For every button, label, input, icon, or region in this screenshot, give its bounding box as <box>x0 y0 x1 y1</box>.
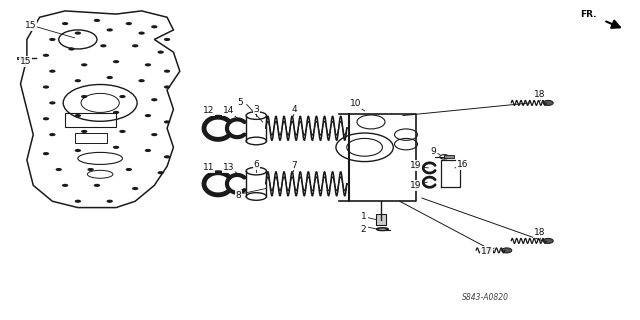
Bar <box>17 57 25 59</box>
Text: 2: 2 <box>360 225 366 234</box>
Circle shape <box>106 76 113 79</box>
Circle shape <box>151 98 157 101</box>
Circle shape <box>68 47 75 51</box>
Text: 11: 11 <box>203 163 214 172</box>
Text: 15: 15 <box>25 21 36 30</box>
Text: 17: 17 <box>481 247 493 256</box>
Circle shape <box>151 25 157 28</box>
Text: 5: 5 <box>237 98 243 107</box>
Circle shape <box>100 44 106 47</box>
Text: 19: 19 <box>410 161 421 170</box>
Text: FR.: FR. <box>580 10 596 19</box>
Circle shape <box>157 171 164 174</box>
Circle shape <box>81 130 88 133</box>
Circle shape <box>138 32 145 35</box>
Circle shape <box>151 133 157 136</box>
Circle shape <box>145 114 151 117</box>
Text: 6: 6 <box>253 160 259 169</box>
Bar <box>376 214 386 225</box>
Circle shape <box>75 149 81 152</box>
Text: 19: 19 <box>410 181 421 190</box>
Circle shape <box>94 184 100 187</box>
Circle shape <box>138 79 145 82</box>
Text: 4: 4 <box>292 105 298 114</box>
Circle shape <box>43 85 49 89</box>
Circle shape <box>145 149 151 152</box>
Circle shape <box>164 69 170 73</box>
Text: 3: 3 <box>253 105 259 114</box>
Circle shape <box>62 184 68 187</box>
Text: 1: 1 <box>360 212 366 221</box>
Circle shape <box>113 60 119 63</box>
Circle shape <box>43 117 49 120</box>
Text: 8: 8 <box>236 191 241 200</box>
Circle shape <box>75 114 81 117</box>
Text: 16: 16 <box>457 160 468 169</box>
Text: 7: 7 <box>292 161 298 170</box>
Circle shape <box>164 155 170 158</box>
Circle shape <box>88 168 94 171</box>
Circle shape <box>157 51 164 54</box>
Circle shape <box>125 22 132 25</box>
Circle shape <box>75 79 81 82</box>
Circle shape <box>113 146 119 149</box>
Circle shape <box>145 63 151 67</box>
Text: 18: 18 <box>534 90 545 99</box>
Circle shape <box>132 187 138 190</box>
Circle shape <box>81 63 88 67</box>
Circle shape <box>75 200 81 203</box>
Circle shape <box>56 168 62 171</box>
Circle shape <box>132 44 138 47</box>
Circle shape <box>49 38 56 41</box>
Circle shape <box>119 130 125 133</box>
Text: 10: 10 <box>350 99 362 108</box>
Circle shape <box>125 168 132 171</box>
Text: S843-A0820: S843-A0820 <box>462 293 509 302</box>
Circle shape <box>113 111 119 114</box>
Circle shape <box>106 28 113 32</box>
Circle shape <box>75 32 81 35</box>
Circle shape <box>43 54 49 57</box>
Circle shape <box>62 22 68 25</box>
Text: 18: 18 <box>534 228 545 237</box>
Text: 13: 13 <box>223 163 234 172</box>
Circle shape <box>49 69 56 73</box>
Text: 15: 15 <box>20 57 31 66</box>
Circle shape <box>543 100 553 105</box>
Circle shape <box>94 19 100 22</box>
Circle shape <box>81 95 88 98</box>
Bar <box>75 133 106 142</box>
Circle shape <box>49 133 56 136</box>
Circle shape <box>164 120 170 124</box>
Text: 12: 12 <box>203 106 214 115</box>
Text: 14: 14 <box>223 106 234 115</box>
Bar <box>444 155 454 158</box>
Circle shape <box>119 95 125 98</box>
Text: 9: 9 <box>431 147 436 156</box>
Circle shape <box>543 238 553 244</box>
Circle shape <box>49 101 56 105</box>
Circle shape <box>43 152 49 155</box>
Circle shape <box>164 38 170 41</box>
Bar <box>65 113 116 127</box>
Circle shape <box>164 85 170 89</box>
Circle shape <box>106 200 113 203</box>
Circle shape <box>502 248 512 253</box>
